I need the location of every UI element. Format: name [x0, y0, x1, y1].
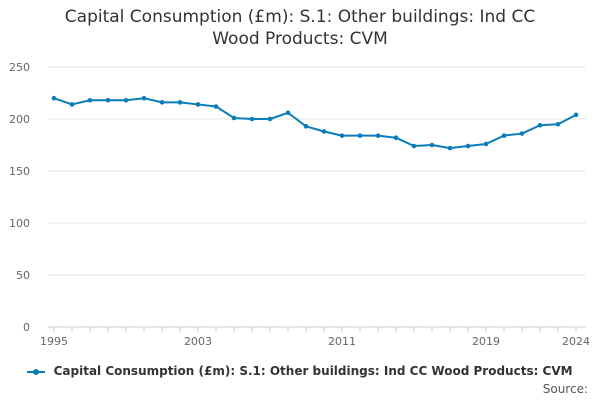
y-tick-label-150: 150 [9, 165, 30, 178]
y-tick-label-100: 100 [9, 217, 30, 230]
data-point-2020 [501, 133, 507, 138]
data-point-2002 [177, 100, 183, 105]
data-point-2003 [195, 102, 201, 107]
data-point-2005 [231, 115, 237, 121]
data-point-1998 [105, 97, 111, 103]
data-point-2021 [519, 131, 525, 136]
data-point-2008 [285, 110, 291, 116]
data-point-2007 [267, 116, 273, 122]
data-point-2009 [303, 123, 309, 129]
legend-line-marker-icon [27, 366, 46, 378]
series-layer [51, 95, 579, 151]
data-point-2001 [159, 100, 165, 105]
data-point-2018 [465, 143, 471, 149]
data-point-2019 [483, 141, 489, 147]
source-label: Source: [542, 382, 588, 396]
data-point-2022 [537, 122, 543, 128]
data-point-2013 [375, 133, 381, 138]
data-point-2000 [141, 95, 147, 101]
data-point-1995 [51, 95, 57, 101]
x-tick-label-1995: 1995 [40, 335, 68, 348]
x-tick-label-2003: 2003 [184, 335, 212, 348]
data-point-1999 [123, 97, 129, 103]
y-tick-label-250: 250 [9, 61, 30, 74]
data-point-2010 [321, 129, 327, 134]
y-tick-label-0: 0 [23, 321, 30, 334]
chart-title-line-2: Wood Products: CVM [212, 29, 388, 49]
y-tick-label-200: 200 [9, 113, 30, 126]
data-point-2004 [213, 104, 219, 109]
grid-lines [48, 66, 586, 276]
x-tick-label-2019: 2019 [472, 335, 500, 348]
chart-title: Capital Consumption (£m): S.1: Other bui… [0, 6, 600, 50]
data-point-2006 [249, 116, 255, 122]
chart-title-line-1: Capital Consumption (£m): S.1: Other bui… [64, 7, 536, 27]
data-point-2017 [447, 145, 453, 151]
x-tick-label-2024: 2024 [562, 335, 590, 348]
data-point-2011 [339, 133, 345, 138]
data-point-2012 [357, 133, 363, 138]
data-point-2016 [429, 142, 435, 148]
series-line-0 [53, 97, 577, 150]
data-point-2024 [573, 112, 579, 118]
axes: 0 50 100 150 200 250 1995 2003 2011 2019 2024 [9, 61, 590, 348]
data-point-2023 [555, 121, 561, 127]
y-tick-label-50: 50 [16, 269, 30, 282]
x-tick-label-2011: 2011 [328, 335, 356, 348]
legend-label: Capital Consumption (£m): S.1: Other bui… [53, 364, 573, 378]
data-point-1996 [69, 102, 75, 107]
data-point-2015 [411, 143, 417, 149]
data-point-1997 [87, 97, 93, 103]
legend[interactable]: Capital Consumption (£m): S.1: Other bui… [0, 364, 600, 378]
data-point-2014 [393, 135, 399, 141]
